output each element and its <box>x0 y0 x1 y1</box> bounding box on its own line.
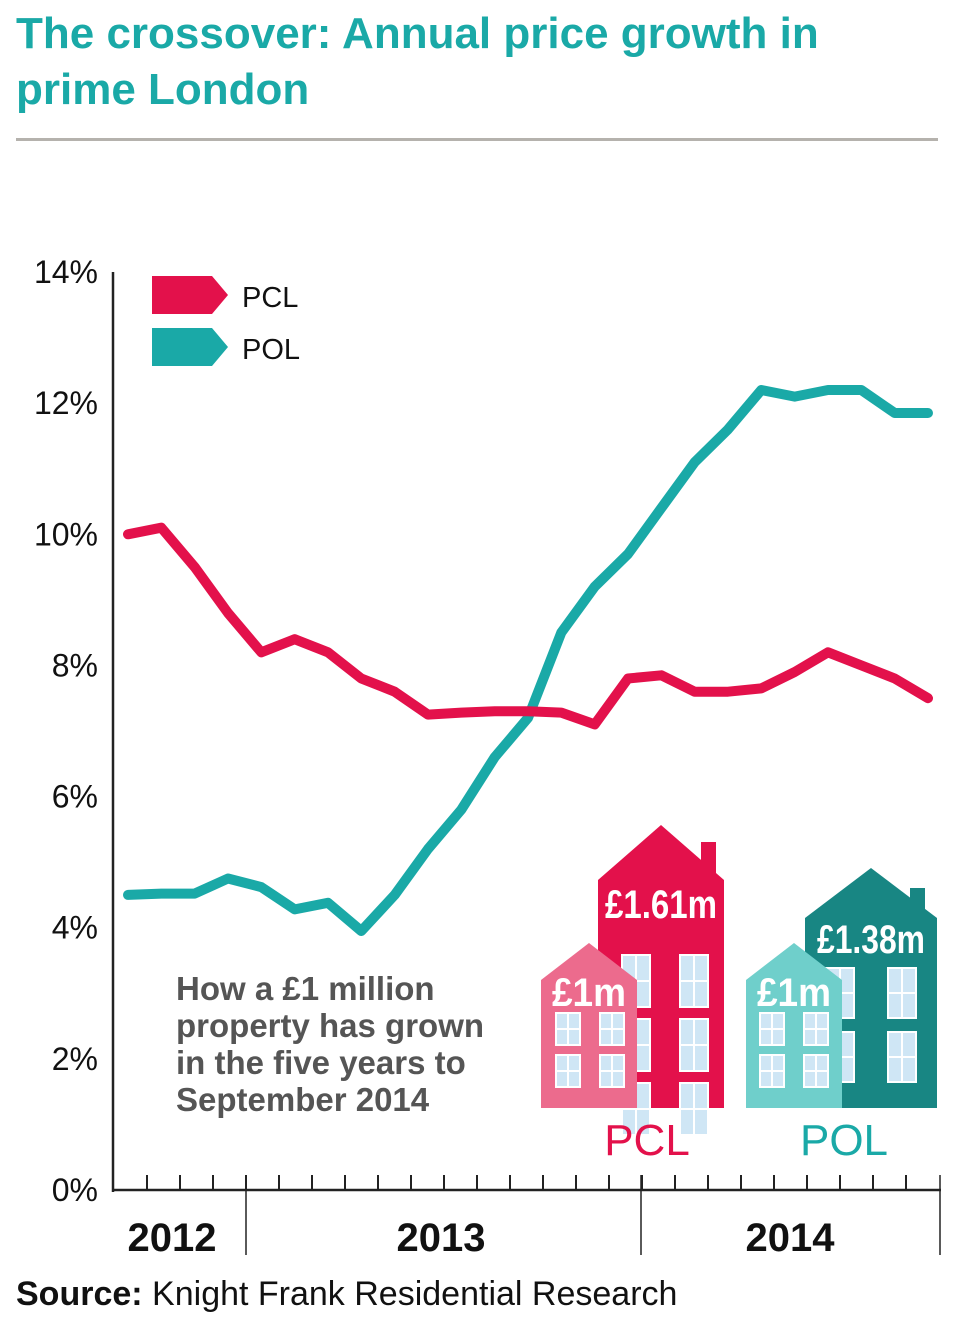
series-layer <box>123 385 933 936</box>
source-text: Knight Frank Residential Research <box>152 1275 678 1313</box>
y-tick-label: 8% <box>52 647 98 683</box>
y-tick-label: 4% <box>52 910 98 946</box>
chart-axes: 0% 2% 4% 6% 8% 10% 12% 14% 2012 2013 2014 <box>34 254 941 1260</box>
y-tick-label: 14% <box>34 254 98 290</box>
year-label: 2014 <box>746 1216 836 1260</box>
annotation-line: property has grown <box>176 1007 484 1044</box>
y-tick-label: 10% <box>34 516 98 552</box>
legend-swatch-pcl <box>152 276 228 314</box>
series-line-pol <box>123 385 933 936</box>
pol-after-house-chimney <box>910 888 925 918</box>
pcl-after-house-value: £1.61m <box>605 883 717 927</box>
house-infographic: £1.61m £1m PCL £1.38m £1m POL <box>541 825 937 1165</box>
chart-title: The crossover: Annual price growth in pr… <box>16 9 819 114</box>
y-tick-label: 2% <box>52 1041 98 1077</box>
y-tick-label: 6% <box>52 779 98 815</box>
pol-house-label: POL <box>800 1116 888 1165</box>
legend-swatch-pol <box>152 328 228 366</box>
source-label: Source: <box>16 1275 143 1313</box>
legend-label-pol: POL <box>242 334 300 366</box>
annotation-line: in the five years to <box>176 1044 466 1081</box>
year-label: 2013 <box>397 1216 486 1260</box>
annotation-line: September 2014 <box>176 1081 430 1118</box>
pcl-before-house-value: £1m <box>552 971 626 1015</box>
source-note: Source: Knight Frank Residential Researc… <box>16 1275 677 1314</box>
series-line-pcl <box>123 522 933 730</box>
year-label: 2012 <box>128 1216 217 1260</box>
title-divider <box>16 138 938 141</box>
pcl-after-house-chimney <box>701 842 716 874</box>
y-tick-label: 0% <box>52 1172 98 1208</box>
pol-before-house-value: £1m <box>757 971 831 1015</box>
pcl-house-label: PCL <box>604 1116 690 1165</box>
pol-after-house-value: £1.38m <box>817 918 925 962</box>
legend: PCL POL <box>152 276 300 366</box>
legend-label-pcl: PCL <box>242 282 298 314</box>
y-tick-label: 12% <box>34 385 98 421</box>
annotation-line: How a £1 million <box>176 970 435 1007</box>
